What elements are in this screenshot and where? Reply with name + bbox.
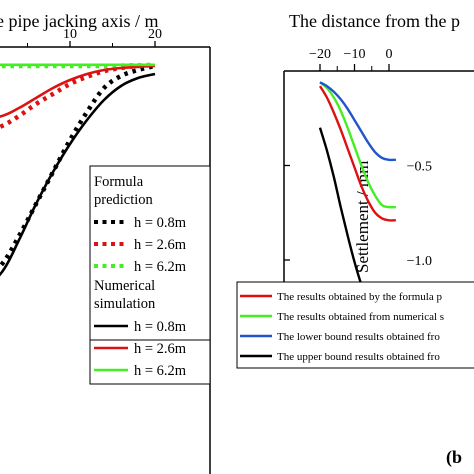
right-legend: The results obtained by the formula p Th…	[236, 281, 474, 369]
legend-entry-numerical-h62: h = 6.2m	[134, 363, 187, 379]
legend-group-numerical-line1: Numerical	[94, 278, 155, 294]
right-series-the-results-obtained-from-numerical-s	[319, 81, 396, 209]
left-legend-continued: h = 2.6m h = 6.2m	[89, 339, 211, 385]
right-legend-entry-lower: The lower bound results obtained fro	[277, 331, 440, 343]
right-x-tick-label: −10	[344, 47, 366, 62]
left-curves	[0, 62, 156, 277]
legend-entry-numerical-h26: h = 2.6m	[134, 341, 187, 357]
legend-entry-formula-h08: h = 0.8m	[134, 215, 187, 231]
right-x-tick-label: −20	[309, 47, 331, 62]
panel-label-b: (b	[446, 447, 462, 468]
right-series-the-results-obtained-by-the-formula-p	[318, 85, 396, 222]
right-legend-entry-upper: The upper bound results obtained fro	[277, 351, 440, 363]
right-series-the-lower-bound-results-obtained-fro	[319, 81, 396, 162]
left-panel: e pipe jacking axis / m 10 20 Formula pre…	[0, 11, 211, 474]
legend-entry-numerical-h08: h = 0.8m	[134, 319, 187, 335]
right-y-tick-label: −0.5	[407, 160, 432, 175]
right-legend-entry-formula: The results obtained by the formula p	[277, 291, 442, 303]
right-y-tick-label: −1.0	[407, 254, 432, 269]
left-x-axis-label: e pipe jacking axis / m	[0, 11, 158, 31]
left-series-formula-prediction-h-2-6m	[0, 62, 156, 130]
left-x-tick-label: 10	[63, 27, 77, 42]
legend-group-formula-line1: Formula	[94, 174, 144, 190]
right-legend-entry-numerical: The results obtained from numerical s	[277, 311, 444, 323]
left-x-tick-label: 20	[148, 27, 162, 42]
right-panel: The distance from the p Settlement / mm …	[236, 11, 474, 468]
left-legend: Formula prediction h = 0.8m h = 2.6m h =…	[89, 165, 211, 341]
legend-group-formula-line2: prediction	[94, 192, 154, 208]
right-y-axis-label: Settlement / mm	[353, 161, 372, 273]
right-legend-box	[236, 281, 474, 369]
legend-entry-formula-h26: h = 2.6m	[134, 237, 187, 253]
left-series-numerical-simulation-h-0-8m	[0, 72, 156, 277]
right-x-tick-label: 0	[386, 47, 393, 62]
legend-group-numerical-line2: simulation	[94, 296, 156, 312]
left-series-formula-prediction-h-0-8m	[0, 63, 156, 270]
right-x-axis-label: The distance from the p	[289, 11, 460, 31]
legend-entry-formula-h62: h = 6.2m	[134, 259, 187, 275]
left-series-numerical-simulation-h-2-6m	[0, 64, 156, 118]
